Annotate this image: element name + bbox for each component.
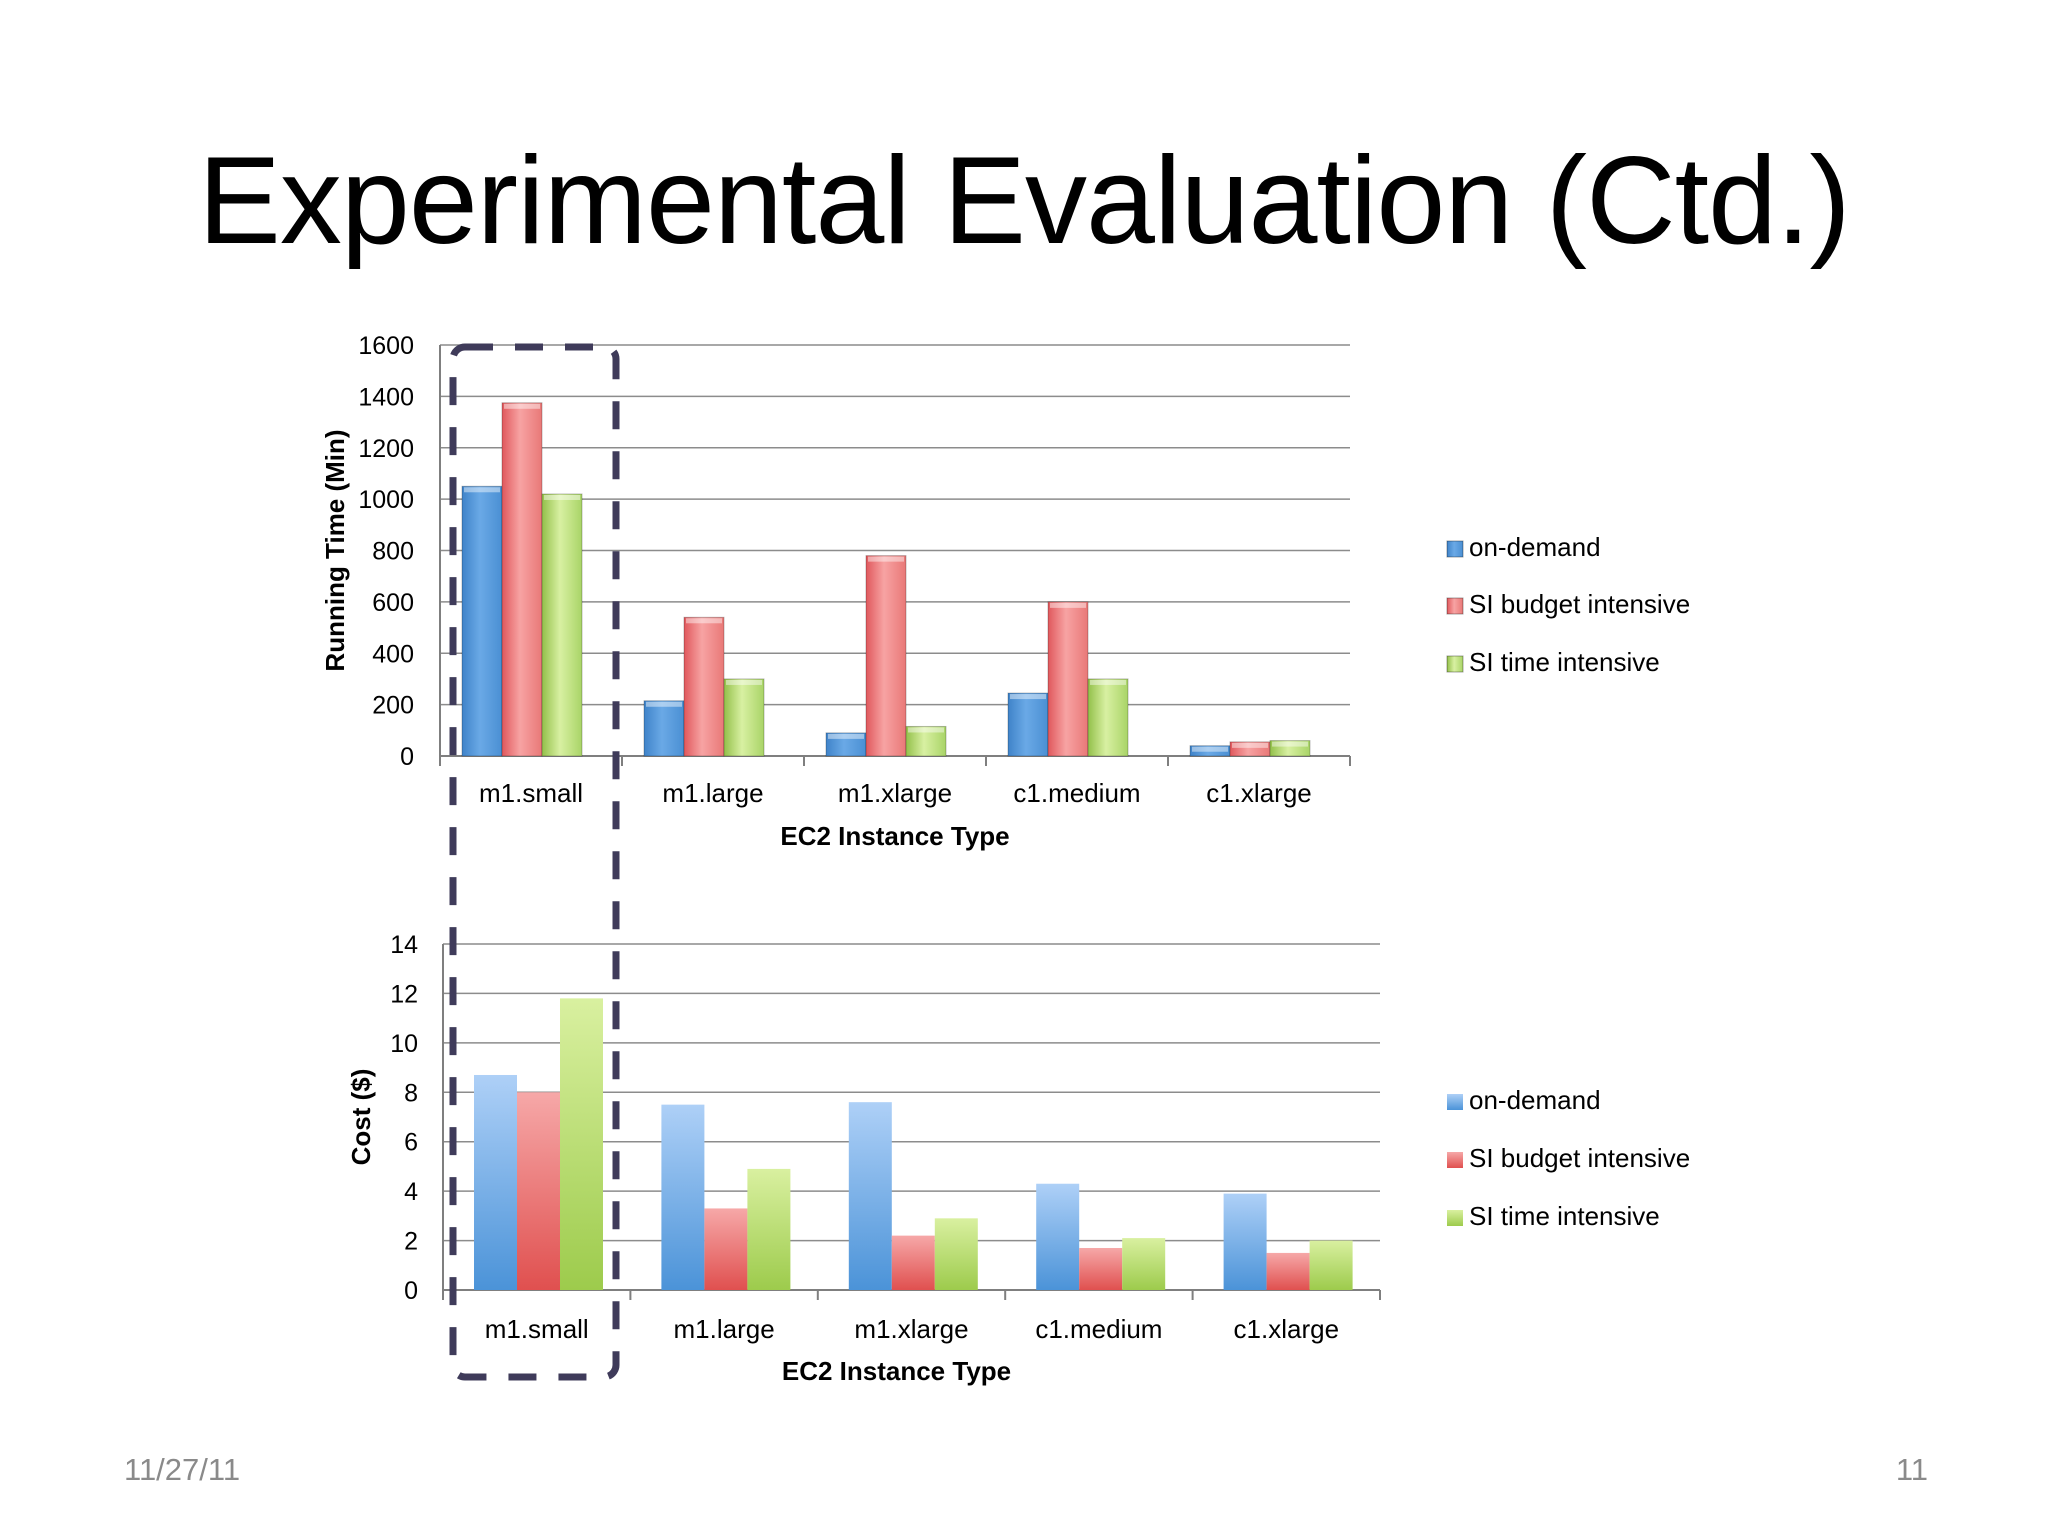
- bar-bevel-highlight: [1090, 679, 1126, 685]
- legend-label-si-budget-intensive: SI budget intensive: [1469, 1143, 1690, 1173]
- bar-bevel-highlight: [1050, 602, 1086, 608]
- bar-si-time-intensive-m1-xlarge: [905, 725, 947, 757]
- x-category-label: c1.xlarge: [1206, 778, 1312, 808]
- bar-on-demand-c1-medium: [1036, 1183, 1080, 1290]
- legend-label-si-budget-intensive: SI budget intensive: [1469, 589, 1690, 619]
- bar-bevel-highlight: [828, 733, 864, 739]
- y-tick-label: 8: [404, 1079, 418, 1107]
- y-tick-label: 1000: [358, 486, 414, 514]
- bar-on-demand-c1-xlarge: [1223, 1193, 1267, 1290]
- y-tick-label: 12: [390, 980, 418, 1008]
- x-category-label: c1.medium: [1035, 1314, 1162, 1344]
- y-tick-label: 4: [404, 1178, 418, 1206]
- y-tick-label: 1600: [358, 332, 414, 360]
- bar-si-time-intensive-m1-large: [723, 678, 765, 757]
- slide-title: Experimental Evaluation (Ctd.): [198, 132, 1851, 270]
- y-tick-label: 200: [372, 692, 414, 720]
- bar-on-demand-m1-large: [643, 700, 685, 757]
- bar-si-budget-intensive-m1-xlarge: [891, 1235, 935, 1290]
- y-tick-label: 14: [390, 931, 418, 959]
- bar-bevel-highlight: [868, 556, 904, 562]
- y-axis-title: Running Time (Min): [320, 429, 350, 671]
- y-tick-label: 400: [372, 640, 414, 668]
- y-tick-label: 2: [404, 1228, 418, 1256]
- bar-si-budget-intensive-m1-large: [683, 616, 725, 757]
- x-category-label: c1.xlarge: [1234, 1314, 1340, 1344]
- y-tick-label: 1200: [358, 435, 414, 463]
- x-category-label: m1.large: [674, 1314, 775, 1344]
- bar-on-demand-m1-xlarge: [848, 1102, 892, 1290]
- bar-bevel-highlight: [686, 618, 722, 624]
- y-tick-label: 10: [390, 1030, 418, 1058]
- bar-on-demand-m1-large: [661, 1104, 705, 1290]
- legend-label-on-demand: on-demand: [1469, 532, 1601, 562]
- legend-swatch-si-time-intensive: [1447, 1210, 1463, 1226]
- bar-bevel-highlight: [1192, 746, 1228, 752]
- y-tick-label: 800: [372, 538, 414, 566]
- y-axis-title: Cost ($): [346, 1069, 376, 1166]
- cost-chart: 0 2 4 6 8 10 12 14 m1.small m1.large m1.xlarge c1.m…: [346, 931, 1690, 1386]
- x-category-label: m1.large: [662, 778, 763, 808]
- legend-label-si-time-intensive: SI time intensive: [1469, 1201, 1660, 1231]
- bar-si-time-intensive-m1-small: [541, 493, 583, 757]
- bar-bevel-highlight: [464, 487, 500, 493]
- y-tick-label: 6: [404, 1129, 418, 1157]
- x-category-label: m1.small: [485, 1314, 589, 1344]
- bar-bevel-highlight: [726, 679, 762, 685]
- legend-swatch-si-budget-intensive: [1447, 1152, 1463, 1168]
- bar-on-demand-m1-small: [474, 1074, 517, 1290]
- bar-bevel-highlight: [1010, 694, 1046, 700]
- bar-on-demand-m1-small: [461, 485, 503, 757]
- x-category-label: m1.xlarge: [838, 778, 952, 808]
- bar-si-time-intensive-c1-xlarge: [1309, 1240, 1353, 1290]
- bar-si-budget-intensive-m1-small: [501, 402, 543, 757]
- bar-bevel-highlight: [1272, 741, 1308, 747]
- legend-swatch-si-budget-intensive: [1446, 597, 1464, 615]
- x-axis-title: EC2 Instance Type: [780, 821, 1009, 851]
- bar-si-budget-intensive-c1-medium: [1079, 1247, 1123, 1290]
- y-tick-label: 600: [372, 589, 414, 617]
- x-axis-title: EC2 Instance Type: [782, 1356, 1011, 1386]
- running-time-chart: 0 200 400 600 800 1000 1200 1400 1600 m1.small m1.…: [320, 332, 1690, 851]
- bar-si-time-intensive-m1-xlarge: [934, 1218, 978, 1290]
- legend-swatch-on-demand: [1447, 1094, 1463, 1110]
- x-category-label: m1.xlarge: [854, 1314, 968, 1344]
- bar-bevel-highlight: [1232, 742, 1268, 748]
- bar-si-time-intensive-c1-medium: [1087, 678, 1129, 757]
- legend-swatch-on-demand: [1446, 540, 1464, 558]
- y-tick-label: 0: [400, 743, 414, 771]
- bar-si-budget-intensive-m1-large: [704, 1208, 748, 1290]
- bar-si-budget-intensive-c1-xlarge: [1266, 1252, 1310, 1290]
- bar-bevel-highlight: [908, 727, 944, 733]
- slide-page-number: 11: [1895, 1452, 1928, 1487]
- x-category-label: m1.small: [479, 778, 583, 808]
- legend-label-si-time-intensive: SI time intensive: [1469, 647, 1660, 677]
- x-category-label: c1.medium: [1013, 778, 1140, 808]
- bar-bevel-highlight: [544, 494, 580, 500]
- bar-si-budget-intensive-c1-medium: [1047, 601, 1089, 757]
- bar-on-demand-c1-medium: [1007, 692, 1049, 757]
- bar-si-time-intensive-c1-medium: [1122, 1238, 1166, 1290]
- bar-si-budget-intensive-m1-small: [517, 1092, 560, 1290]
- bar-bevel-highlight: [504, 403, 540, 409]
- legend-swatch-si-time-intensive: [1446, 655, 1464, 673]
- bar-si-budget-intensive-m1-xlarge: [865, 555, 907, 757]
- slide-date: 11/27/11: [124, 1452, 241, 1487]
- y-tick-label: 0: [404, 1277, 418, 1305]
- bar-bevel-highlight: [646, 701, 682, 707]
- legend-label-on-demand: on-demand: [1469, 1085, 1601, 1115]
- bar-si-time-intensive-m1-small: [560, 998, 603, 1290]
- y-tick-label: 1400: [358, 383, 414, 411]
- m1-small-highlight-box: [449, 343, 620, 1381]
- bar-si-time-intensive-c1-xlarge: [1269, 740, 1311, 757]
- bar-si-time-intensive-m1-large: [747, 1168, 791, 1290]
